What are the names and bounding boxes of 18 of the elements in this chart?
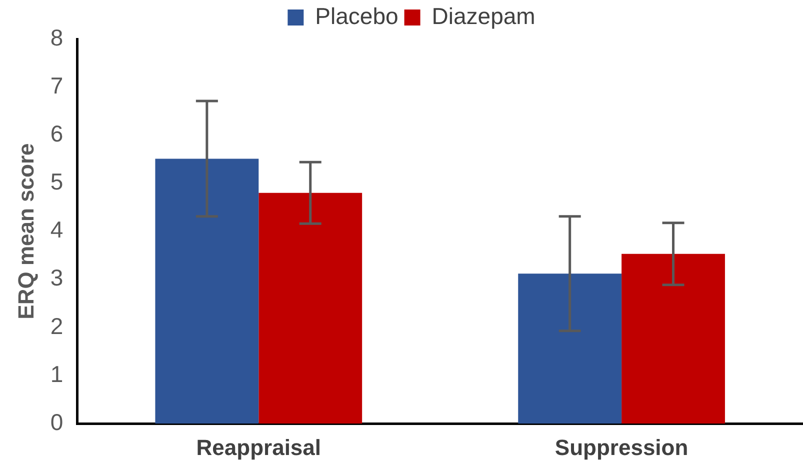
y-tick-label: 5 <box>50 168 64 195</box>
bar <box>258 192 362 424</box>
x-tick-label: Suppression <box>554 434 688 460</box>
y-tick-label: 3 <box>50 264 64 291</box>
bar <box>622 254 725 424</box>
bar <box>518 274 622 424</box>
y-tick-label: 4 <box>50 216 64 243</box>
y-tick-label: 0 <box>50 408 64 435</box>
y-tick-label: 1 <box>50 360 64 387</box>
legend-label: Placebo <box>315 2 398 29</box>
bar <box>155 158 259 424</box>
y-tick-label: 8 <box>50 24 64 50</box>
x-tick-label: Reappraisal <box>196 434 322 460</box>
y-tick-label: 2 <box>50 312 64 339</box>
y-tick-label: 6 <box>50 120 64 146</box>
legend-label: Diazepam <box>432 2 536 29</box>
y-tick-label: 7 <box>50 72 64 98</box>
y-axis-title: ERQ mean score <box>13 143 38 320</box>
